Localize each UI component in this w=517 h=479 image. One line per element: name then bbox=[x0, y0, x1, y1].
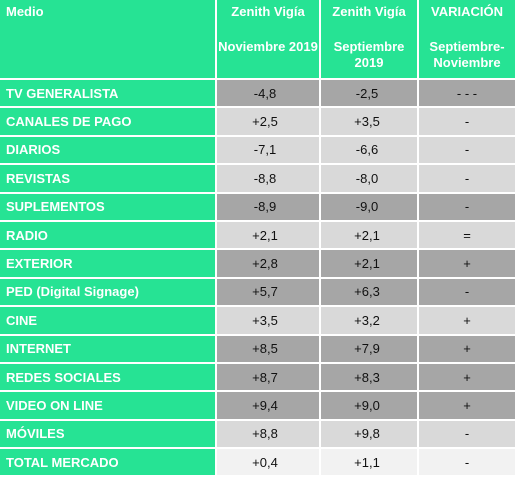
header-variacion: VARIACIÓN Septiembre-Noviembre bbox=[419, 0, 517, 80]
noviembre-value: -4,8 bbox=[217, 80, 321, 109]
variacion-value: - bbox=[419, 193, 517, 222]
table-body: TV GENERALISTA -4,8 -2,5- - - CANALES DE PA… bbox=[0, 80, 517, 478]
septiembre-value: +9,0 bbox=[321, 392, 419, 421]
variacion-value: + bbox=[419, 392, 517, 421]
variacion-value: - - - bbox=[419, 80, 517, 109]
medio-cell: DIARIOS bbox=[0, 136, 217, 166]
septiembre-value: -9,0 bbox=[321, 193, 419, 222]
medio-cell: PED (Digital Signage) bbox=[0, 278, 217, 308]
table-row: PED (Digital Signage) +5,7 +6,3- bbox=[0, 278, 517, 308]
noviembre-value: +8,8 bbox=[217, 420, 321, 450]
table-row: CINE +3,5 +3,2 + bbox=[0, 307, 517, 336]
noviembre-value: +2,1 bbox=[217, 221, 321, 251]
table-row: REDES SOCIALES +8,7 +8,3 + bbox=[0, 363, 517, 393]
header-medio-label: Medio bbox=[6, 4, 44, 19]
medio-cell: RADIO bbox=[0, 221, 217, 251]
noviembre-value: -8,8 bbox=[217, 165, 321, 194]
medio-cell: EXTERIOR bbox=[0, 250, 217, 279]
table-row: REVISTAS -8,8 -8,0- bbox=[0, 165, 517, 194]
header-noviembre: Zenith Vigía Noviembre 2019 bbox=[217, 0, 321, 80]
header-noviembre-source: Zenith Vigía bbox=[231, 4, 305, 19]
medio-cell: CINE bbox=[0, 307, 217, 336]
header-noviembre-period: Noviembre 2019 bbox=[218, 39, 318, 54]
variacion-value: - bbox=[419, 278, 517, 308]
septiembre-value: -6,6 bbox=[321, 136, 419, 166]
table-row: INTERNET +8,5 +7,9 + bbox=[0, 335, 517, 364]
table-row: RADIO +2,1 +2,1 = bbox=[0, 221, 517, 251]
septiembre-value: +6,3 bbox=[321, 278, 419, 308]
table-row: EXTERIOR +2,8 +2,1 + bbox=[0, 250, 517, 279]
header-variacion-period: Septiembre-Noviembre bbox=[429, 39, 505, 70]
septiembre-value: +2,1 bbox=[321, 221, 419, 251]
noviembre-value: +5,7 bbox=[217, 278, 321, 308]
noviembre-value: -7,1 bbox=[217, 136, 321, 166]
header-septiembre: Zenith Vigía Septiembre 2019 bbox=[321, 0, 419, 80]
noviembre-value: +8,5 bbox=[217, 335, 321, 364]
septiembre-value: +3,5 bbox=[321, 108, 419, 137]
septiembre-value: +7,9 bbox=[321, 335, 419, 364]
noviembre-value: +2,5 bbox=[217, 108, 321, 137]
table-row: TV GENERALISTA -4,8 -2,5- - - bbox=[0, 80, 517, 109]
variacion-value: + bbox=[419, 335, 517, 364]
header-variacion-title: VARIACIÓN bbox=[431, 4, 503, 19]
table-row: TOTAL MERCADO +0,4 +1,1- bbox=[0, 449, 517, 478]
noviembre-value: +9,4 bbox=[217, 392, 321, 421]
table-row: CANALES DE PAGO +2,5 +3,5- bbox=[0, 108, 517, 137]
variacion-value: - bbox=[419, 108, 517, 137]
medio-cell: MÓVILES bbox=[0, 420, 217, 450]
header-septiembre-source: Zenith Vigía bbox=[332, 4, 406, 19]
variacion-value: = bbox=[419, 221, 517, 251]
noviembre-value: +8,7 bbox=[217, 363, 321, 393]
septiembre-value: +8,3 bbox=[321, 363, 419, 393]
medio-cell: SUPLEMENTOS bbox=[0, 193, 217, 222]
variacion-value: - bbox=[419, 449, 517, 478]
header-medio: Medio bbox=[0, 0, 217, 80]
header-septiembre-period: Septiembre 2019 bbox=[333, 39, 405, 70]
variacion-value: + bbox=[419, 307, 517, 336]
header-row: Medio Zenith Vigía Noviembre 2019 Zenith… bbox=[0, 0, 517, 80]
noviembre-value: -8,9 bbox=[217, 193, 321, 222]
septiembre-value: +3,2 bbox=[321, 307, 419, 336]
variacion-value: - bbox=[419, 165, 517, 194]
medio-cell: TOTAL MERCADO bbox=[0, 449, 217, 478]
table-row: DIARIOS -7,1 -6,6- bbox=[0, 136, 517, 166]
septiembre-value: +2,1 bbox=[321, 250, 419, 279]
medio-cell: CANALES DE PAGO bbox=[0, 108, 217, 137]
medio-cell: REDES SOCIALES bbox=[0, 363, 217, 393]
variacion-value: - bbox=[419, 136, 517, 166]
variacion-value: + bbox=[419, 363, 517, 393]
noviembre-value: +0,4 bbox=[217, 449, 321, 478]
noviembre-value: +2,8 bbox=[217, 250, 321, 279]
septiembre-value: +1,1 bbox=[321, 449, 419, 478]
medio-cell: INTERNET bbox=[0, 335, 217, 364]
table-row: MÓVILES +8,8 +9,8- bbox=[0, 420, 517, 450]
septiembre-value: -8,0 bbox=[321, 165, 419, 194]
table-row: VIDEO ON LINE +9,4 +9,0 + bbox=[0, 392, 517, 421]
medio-cell: REVISTAS bbox=[0, 165, 217, 194]
septiembre-value: +9,8 bbox=[321, 420, 419, 450]
table-row: SUPLEMENTOS -8,9 -9,0- bbox=[0, 193, 517, 222]
medio-cell: VIDEO ON LINE bbox=[0, 392, 217, 421]
variacion-value: + bbox=[419, 250, 517, 279]
septiembre-value: -2,5 bbox=[321, 80, 419, 109]
variacion-value: - bbox=[419, 420, 517, 450]
noviembre-value: +3,5 bbox=[217, 307, 321, 336]
medio-cell: TV GENERALISTA bbox=[0, 80, 217, 109]
